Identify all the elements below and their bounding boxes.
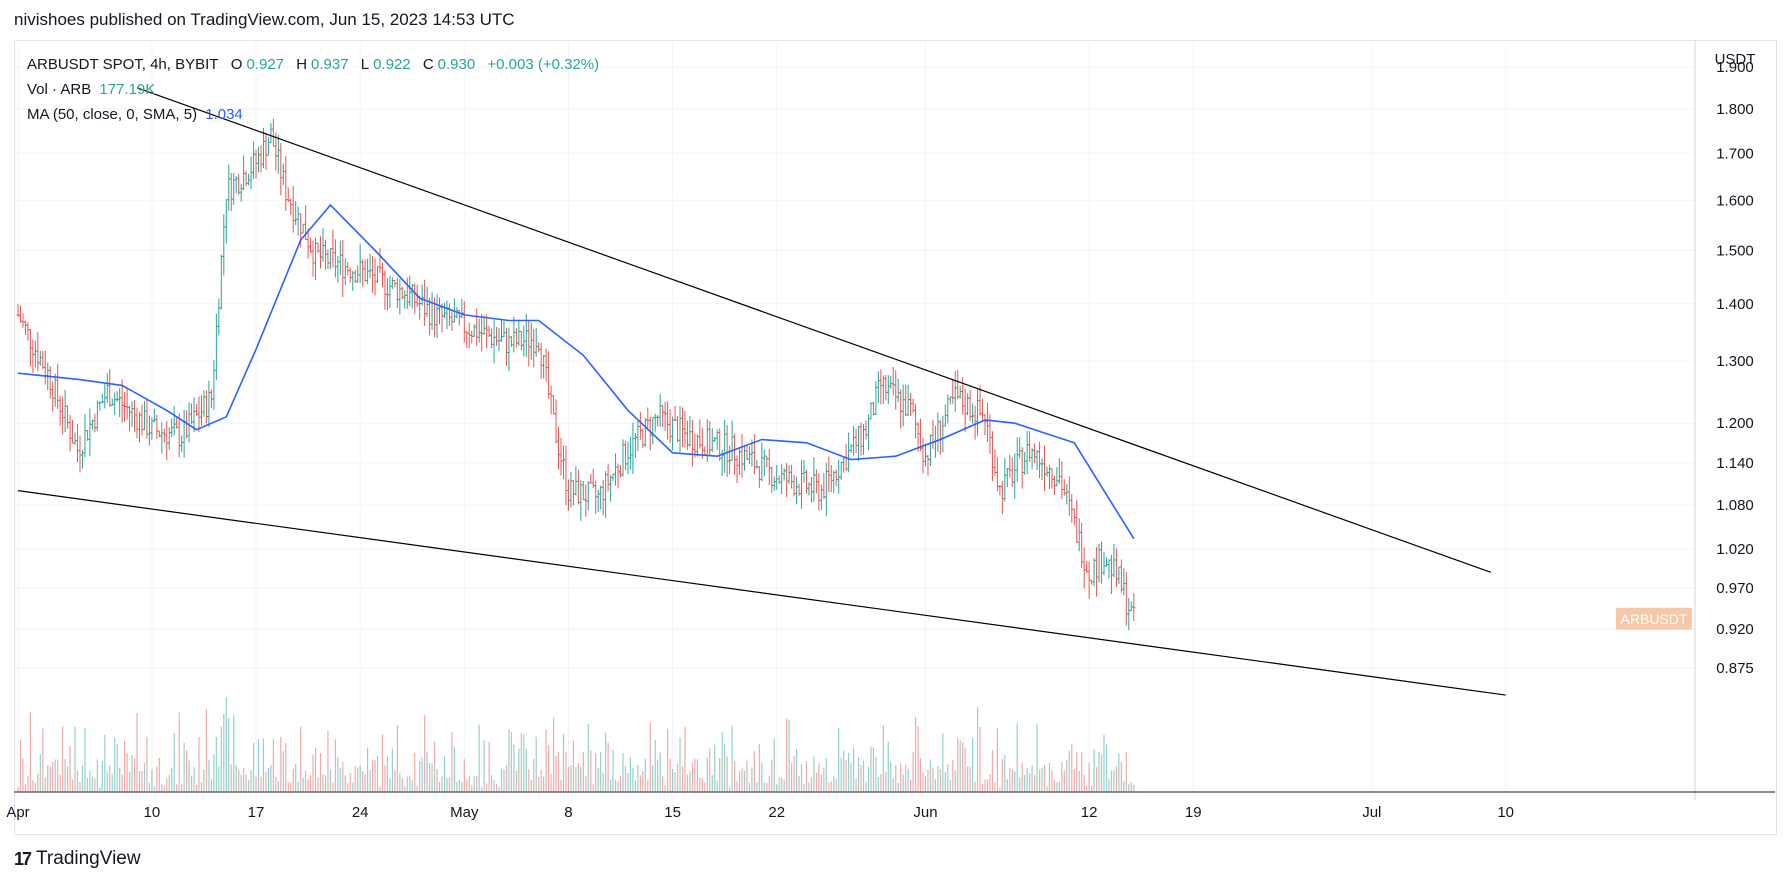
x-tick-label: 19 xyxy=(1185,804,1202,821)
symbol-label[interactable]: ARBUSDT SPOT, 4h, BYBIT xyxy=(27,56,219,73)
grid xyxy=(14,40,1775,800)
x-tick-label: 10 xyxy=(144,804,161,821)
y-tick-label: 1.700 xyxy=(1716,145,1754,162)
price-axis[interactable]: 1.900 1.800 1.700 1.600 1.500 1.400 1.300 1.200… xyxy=(1715,51,1756,677)
low-value: 0.922 xyxy=(373,56,411,73)
y-tick-label: 1.020 xyxy=(1716,541,1754,558)
ma-line xyxy=(17,203,1135,540)
x-tick-label: 17 xyxy=(248,804,265,821)
price-tag: ARBUSDT xyxy=(1616,607,1692,630)
close-label: C xyxy=(422,56,434,73)
tradingview-logo-icon: 17 xyxy=(14,848,32,869)
y-tick-label: 1.140 xyxy=(1716,455,1754,472)
y-tick-label: 1.300 xyxy=(1716,353,1754,370)
brand-name: TradingView xyxy=(36,848,141,869)
y-tick-label: 0.970 xyxy=(1716,580,1754,597)
low-label: L xyxy=(360,56,370,73)
x-tick-label: 24 xyxy=(352,804,369,821)
x-tick-label: Apr xyxy=(6,804,29,821)
candles xyxy=(16,118,1136,631)
y-tick-label: 1.900 xyxy=(1716,59,1754,76)
change-value: +0.003 (+0.32%) xyxy=(487,56,600,73)
price-tag-box xyxy=(1616,607,1692,630)
x-tick-label: 10 xyxy=(1497,804,1514,821)
trendline-lower xyxy=(17,490,1506,696)
volume-bars xyxy=(17,697,1135,792)
x-tick-label: 22 xyxy=(768,804,785,821)
open-value: 0.927 xyxy=(246,56,285,73)
y-tick-label: 0.875 xyxy=(1716,660,1754,677)
open-label: O xyxy=(230,56,243,73)
y-tick-label: 1.400 xyxy=(1716,296,1754,313)
ma-label[interactable]: MA (50, close, 0, SMA, 5) xyxy=(27,106,198,123)
x-tick-label: 8 xyxy=(564,804,572,821)
y-tick-label: 1.080 xyxy=(1716,497,1754,514)
x-tick-label: 15 xyxy=(664,804,681,821)
trendline-upper xyxy=(136,87,1492,573)
high-label: H xyxy=(296,56,308,73)
ma-value: 1.034 xyxy=(205,106,243,123)
high-value: 0.937 xyxy=(311,56,349,73)
y-tick-label: 1.500 xyxy=(1716,242,1754,259)
close-value: 0.930 xyxy=(437,56,476,73)
trendlines xyxy=(17,87,1506,696)
x-tick-label: Jun xyxy=(913,804,937,821)
chart-frame xyxy=(14,40,1777,835)
time-axis[interactable]: Apr 10 17 24 May 8 15 22 Jun 12 19 Jul 10 xyxy=(6,804,1514,821)
publish-header: nivishoes published on TradingView.com, … xyxy=(14,10,515,29)
brand-footer[interactable]: 17 TradingView xyxy=(14,848,141,870)
y-axis-unit: USDT xyxy=(1715,51,1756,68)
y-tick-label: 1.600 xyxy=(1716,192,1754,209)
price-tag-label: ARBUSDT xyxy=(1621,611,1688,627)
x-tick-label: 12 xyxy=(1081,804,1098,821)
y-tick-label: 0.920 xyxy=(1716,621,1754,638)
x-tick-label: Jul xyxy=(1362,804,1381,821)
x-tick-label: May xyxy=(450,804,479,821)
y-tick-label: 1.200 xyxy=(1716,415,1754,432)
volume-label[interactable]: Vol · ARB xyxy=(27,81,92,98)
legend-volume-row: Vol · ARB 177.19K xyxy=(27,77,603,102)
legend-ma-row: MA (50, close, 0, SMA, 5) 1.034 xyxy=(27,102,603,127)
volume-value: 177.19K xyxy=(99,81,156,98)
y-tick-label: 1.800 xyxy=(1716,101,1754,118)
